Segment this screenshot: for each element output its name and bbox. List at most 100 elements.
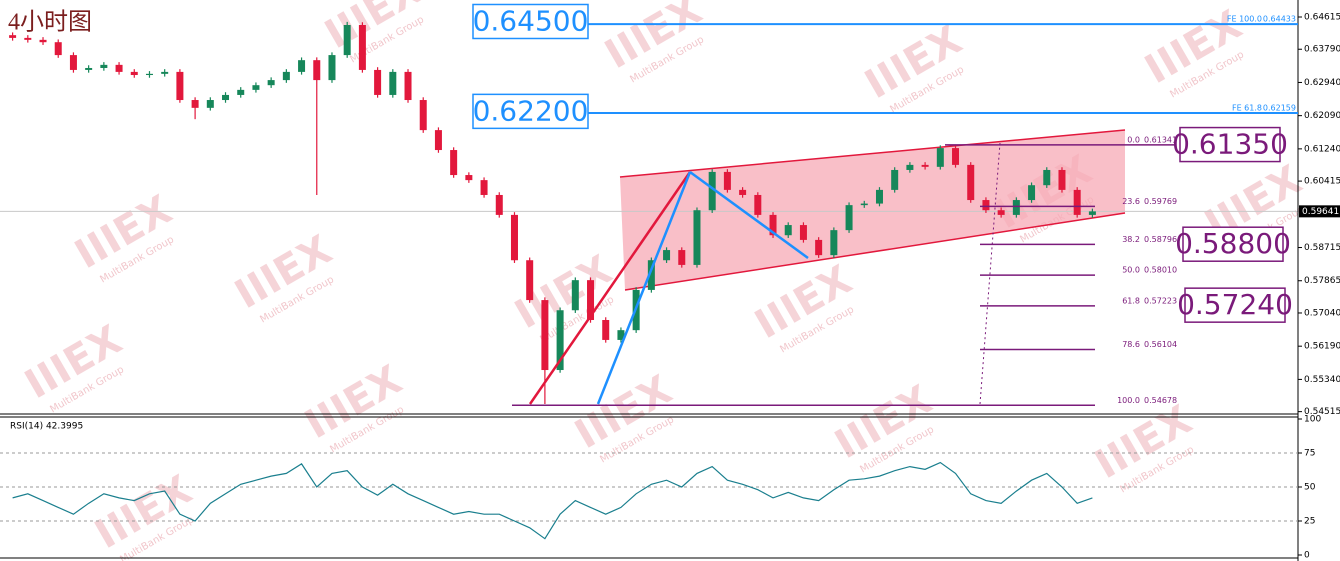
candle-body bbox=[997, 210, 1005, 215]
candle-body bbox=[1088, 211, 1096, 215]
candle-body bbox=[815, 239, 823, 256]
channel-top bbox=[619, 129, 1126, 178]
candle-body bbox=[891, 169, 899, 190]
expansion-label: FE 61.8 bbox=[1232, 103, 1262, 112]
target-box bbox=[472, 93, 589, 130]
candle-body bbox=[921, 164, 929, 167]
fib-price: 0.58010 bbox=[1144, 266, 1177, 275]
candle-body bbox=[967, 164, 975, 201]
current-price-label: 0.59641 bbox=[1302, 207, 1339, 217]
candle-body bbox=[906, 164, 914, 170]
expansion-price: 0.62159 bbox=[1263, 103, 1296, 112]
candle-body bbox=[1043, 169, 1051, 186]
candle-body bbox=[450, 150, 458, 176]
y-tick-label: 0.60415 bbox=[1304, 177, 1340, 187]
target-label: 0.58800 bbox=[1175, 227, 1291, 260]
candle-body bbox=[678, 250, 686, 265]
target-box bbox=[1179, 126, 1281, 163]
candle-body bbox=[754, 194, 762, 215]
fib-price: 0.61341 bbox=[1144, 135, 1177, 144]
candle-body bbox=[161, 71, 169, 74]
candle-body bbox=[130, 71, 138, 76]
y-tick-label: 0.63790 bbox=[1304, 45, 1340, 55]
candle-body bbox=[647, 260, 655, 290]
candle-body bbox=[404, 71, 412, 101]
target-label: 0.61350 bbox=[1172, 128, 1288, 161]
candle-body bbox=[9, 35, 17, 38]
candle-body bbox=[358, 25, 366, 70]
candle-body bbox=[267, 80, 275, 86]
target-label: 0.57240 bbox=[1177, 288, 1293, 321]
candle-body bbox=[952, 148, 960, 165]
rsi-line bbox=[12, 461, 1093, 540]
y-tick-label: 0.62090 bbox=[1304, 111, 1340, 121]
candle-body bbox=[693, 210, 701, 265]
candle-body bbox=[39, 39, 47, 43]
candle-body bbox=[282, 71, 290, 81]
candle-body bbox=[191, 100, 199, 108]
y-tick-label: 100 bbox=[1304, 415, 1321, 425]
plot bbox=[0, 21, 1298, 405]
expansion-price: 0.64433 bbox=[1263, 15, 1296, 24]
candle-body bbox=[206, 100, 214, 108]
target-label: 0.64500 bbox=[473, 4, 589, 37]
candle-body bbox=[663, 250, 671, 261]
target-box bbox=[1184, 287, 1286, 323]
channel-bottom bbox=[624, 212, 1126, 291]
y-tick-label: 0.62940 bbox=[1304, 78, 1340, 88]
fib-price: 0.57223 bbox=[1144, 296, 1177, 305]
candle-body bbox=[571, 280, 579, 311]
candle-body bbox=[982, 200, 990, 211]
candle-body bbox=[541, 300, 549, 371]
candle-body bbox=[374, 69, 382, 95]
candle-body bbox=[739, 189, 747, 195]
y-tick-label: 0.57865 bbox=[1304, 276, 1340, 286]
indicator-title: RSI(14) 42.3995 bbox=[10, 422, 83, 432]
trend-line bbox=[528, 171, 692, 405]
candle-body bbox=[252, 85, 260, 90]
candle-body bbox=[602, 320, 610, 340]
candle-body bbox=[1012, 200, 1020, 215]
candle-body bbox=[115, 64, 123, 72]
candle-body bbox=[54, 42, 62, 56]
fib-ratio: 23.6 bbox=[1122, 197, 1140, 206]
y-tick-label: 50 bbox=[1304, 483, 1316, 493]
fib-anchor bbox=[979, 142, 1001, 405]
fib-ratio: 78.6 bbox=[1122, 340, 1140, 349]
y-tick-label: 0.54515 bbox=[1304, 407, 1340, 417]
candle-body bbox=[845, 205, 853, 231]
fib-ratio: 0.0 bbox=[1127, 135, 1140, 144]
candle-body bbox=[434, 130, 442, 151]
chart-title: 4小时图 bbox=[8, 9, 92, 36]
candle-body bbox=[875, 189, 883, 204]
candle-body bbox=[85, 67, 93, 70]
fib-price: 0.58796 bbox=[1144, 235, 1177, 244]
candle-body bbox=[313, 60, 321, 81]
y-tick-label: 0 bbox=[1304, 551, 1310, 561]
wave-line bbox=[596, 171, 692, 405]
candle-body bbox=[830, 230, 838, 256]
y-tick-label: 0.58715 bbox=[1304, 243, 1340, 253]
fib-ratio: 38.2 bbox=[1122, 235, 1140, 244]
y-tick-label: 0.61240 bbox=[1304, 144, 1340, 154]
y-tick-label: 25 bbox=[1304, 517, 1315, 527]
candle-body bbox=[343, 25, 351, 56]
candle-body bbox=[389, 71, 397, 95]
fib-price: 0.54678 bbox=[1144, 396, 1177, 405]
current-price-box bbox=[1299, 205, 1340, 218]
candle-body bbox=[480, 180, 488, 195]
fib-ratio: 100.0 bbox=[1117, 396, 1140, 405]
candle-body bbox=[69, 55, 77, 70]
candle-body bbox=[526, 260, 534, 301]
candle-body bbox=[556, 310, 564, 371]
candle-body bbox=[145, 73, 153, 76]
candle-body bbox=[465, 175, 473, 181]
channel bbox=[620, 130, 1125, 290]
candle-body bbox=[510, 214, 518, 261]
candle-body bbox=[617, 330, 625, 340]
target-box bbox=[1182, 226, 1284, 262]
candle-body bbox=[769, 214, 777, 236]
fib-ratio: 61.8 bbox=[1122, 296, 1140, 305]
